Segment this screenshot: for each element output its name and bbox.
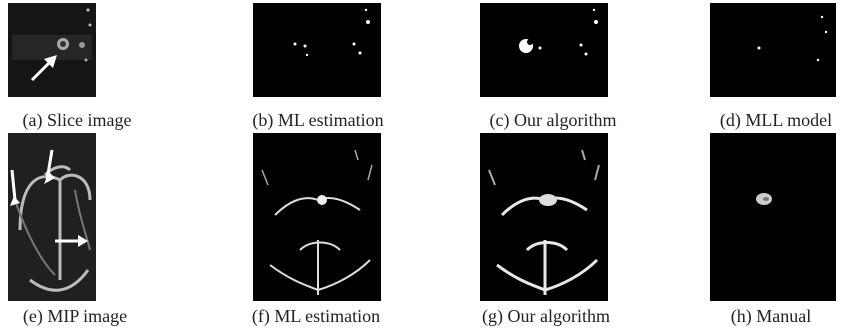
caption: (f) ML estimation [252,306,380,327]
panel-h [710,133,836,301]
panel-g [480,133,608,301]
caption: (c) Our algorithm [490,110,617,131]
panel-a [8,3,96,97]
caption: (h) Manual [731,306,811,327]
panel-f [253,133,381,301]
figure: (a) Slice image (b) ML estimation (c) Ou… [0,0,861,331]
panel-c [480,3,608,97]
caption: (a) Slice image [23,110,132,131]
caption: (d) MLL model [720,110,832,131]
caption: (b) ML estimation [252,110,383,131]
caption: (g) Our algorithm [482,306,610,327]
figure-page: (a) Slice image (b) ML estimation (c) Ou… [0,0,861,331]
panel-e [8,133,96,301]
panel-d [710,3,836,97]
caption: (e) MIP image [23,306,127,327]
panel-b [253,3,381,97]
